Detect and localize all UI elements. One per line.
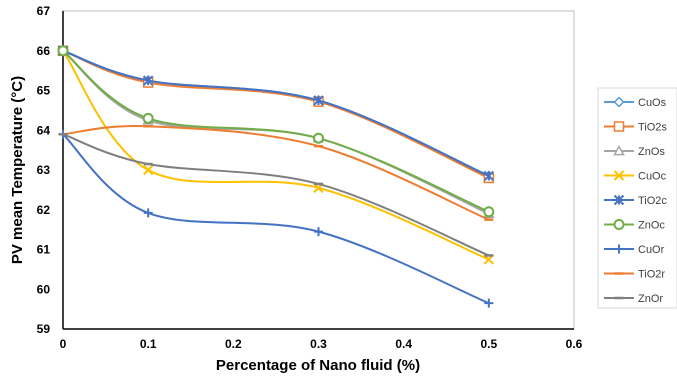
series-line — [62, 133, 490, 257]
series-layer — [57, 44, 495, 308]
legend-entry: CuOc — [604, 170, 667, 183]
data-point — [57, 45, 69, 57]
series-line — [62, 49, 490, 213]
x-axis-title: Percentage of Nano fluid (%) — [216, 357, 420, 374]
x-tick-label: 0.3 — [310, 337, 327, 351]
legend-entry: CuOs — [604, 96, 667, 109]
legend-label: TiO2r — [638, 269, 665, 281]
data-point — [313, 132, 324, 144]
y-tick-label: 66 — [37, 44, 51, 58]
legend-entry: TiO2s — [604, 121, 667, 134]
legend-label: CuOr — [638, 244, 665, 256]
x-tick-label: 0.5 — [480, 337, 497, 351]
legend-entry: ZnOc — [604, 219, 665, 232]
data-point — [142, 75, 154, 86]
y-tick-label: 67 — [37, 4, 51, 18]
legend-label: TiO2s — [638, 122, 667, 134]
series-ZnOc — [57, 45, 495, 218]
series-CuOs — [57, 45, 495, 182]
data-point — [483, 170, 495, 182]
y-tick-label: 65 — [37, 84, 51, 98]
y-tick-label: 64 — [37, 123, 51, 137]
series-line — [62, 49, 490, 177]
legend-entry: CuOr — [604, 244, 665, 256]
x-tick-label: 0.1 — [140, 337, 157, 351]
legend-entry: TiO2c — [604, 194, 667, 207]
legend-marker — [613, 219, 625, 230]
data-point — [143, 208, 153, 218]
series-line — [62, 49, 490, 177]
legend-label: CuOs — [638, 97, 667, 109]
y-axis-title: PV mean Temperature (°C) — [9, 76, 26, 264]
data-point — [314, 227, 323, 237]
series-line — [62, 133, 490, 305]
series-CuOr — [58, 129, 494, 308]
legend-label: CuOc — [638, 171, 667, 183]
legend-entry: TiO2r — [604, 269, 665, 281]
data-point — [483, 206, 495, 218]
legend-marker — [613, 194, 625, 206]
series-line — [62, 124, 490, 221]
data-point — [142, 164, 154, 176]
legend-marker — [613, 144, 625, 156]
data-point — [484, 298, 494, 308]
series-TiO2s — [57, 45, 495, 184]
data-point — [313, 95, 324, 106]
legend-marker — [614, 244, 624, 254]
series-line — [62, 49, 490, 179]
legend-label: ZnOc — [638, 220, 665, 232]
y-tick-label: 63 — [37, 163, 51, 177]
y-tick-label: 60 — [37, 282, 51, 296]
legend: CuOs TiO2s ZnOs CuOc TiO2c ZnOc CuOr TiO2r ZnOr — [604, 96, 667, 305]
series-ZnOr — [58, 132, 494, 257]
x-tick-label: 0.6 — [566, 337, 583, 351]
x-tick-label: 0 — [60, 337, 67, 351]
legend-label: TiO2c — [638, 195, 667, 207]
y-tick-label: 62 — [37, 203, 51, 217]
legend-label: ZnOr — [638, 293, 663, 305]
series-CuOc — [57, 45, 495, 265]
legend-marker — [613, 121, 625, 132]
plot-area-border — [62, 10, 575, 330]
x-tick-label: 0.2 — [225, 337, 242, 351]
legend-entry: ZnOr — [604, 293, 663, 305]
data-point — [142, 112, 154, 124]
series-line — [62, 50, 490, 261]
y-tick-label: 59 — [37, 322, 51, 336]
legend-box — [597, 87, 677, 309]
y-tick-label: 61 — [37, 243, 51, 257]
series-TiO2c — [57, 45, 495, 182]
series-TiO2r — [58, 124, 494, 221]
tick-label-layer: 0 0.1 0.2 0.3 0.4 0.5 0.6 59 60 61 62 63 64 65 66 67 — [37, 4, 583, 351]
legend-label: ZnOs — [638, 146, 665, 158]
legend-marker — [613, 96, 625, 108]
x-tick-label: 0.4 — [395, 337, 412, 351]
legend-entry: ZnOs — [604, 144, 665, 158]
legend-marker — [613, 170, 625, 181]
